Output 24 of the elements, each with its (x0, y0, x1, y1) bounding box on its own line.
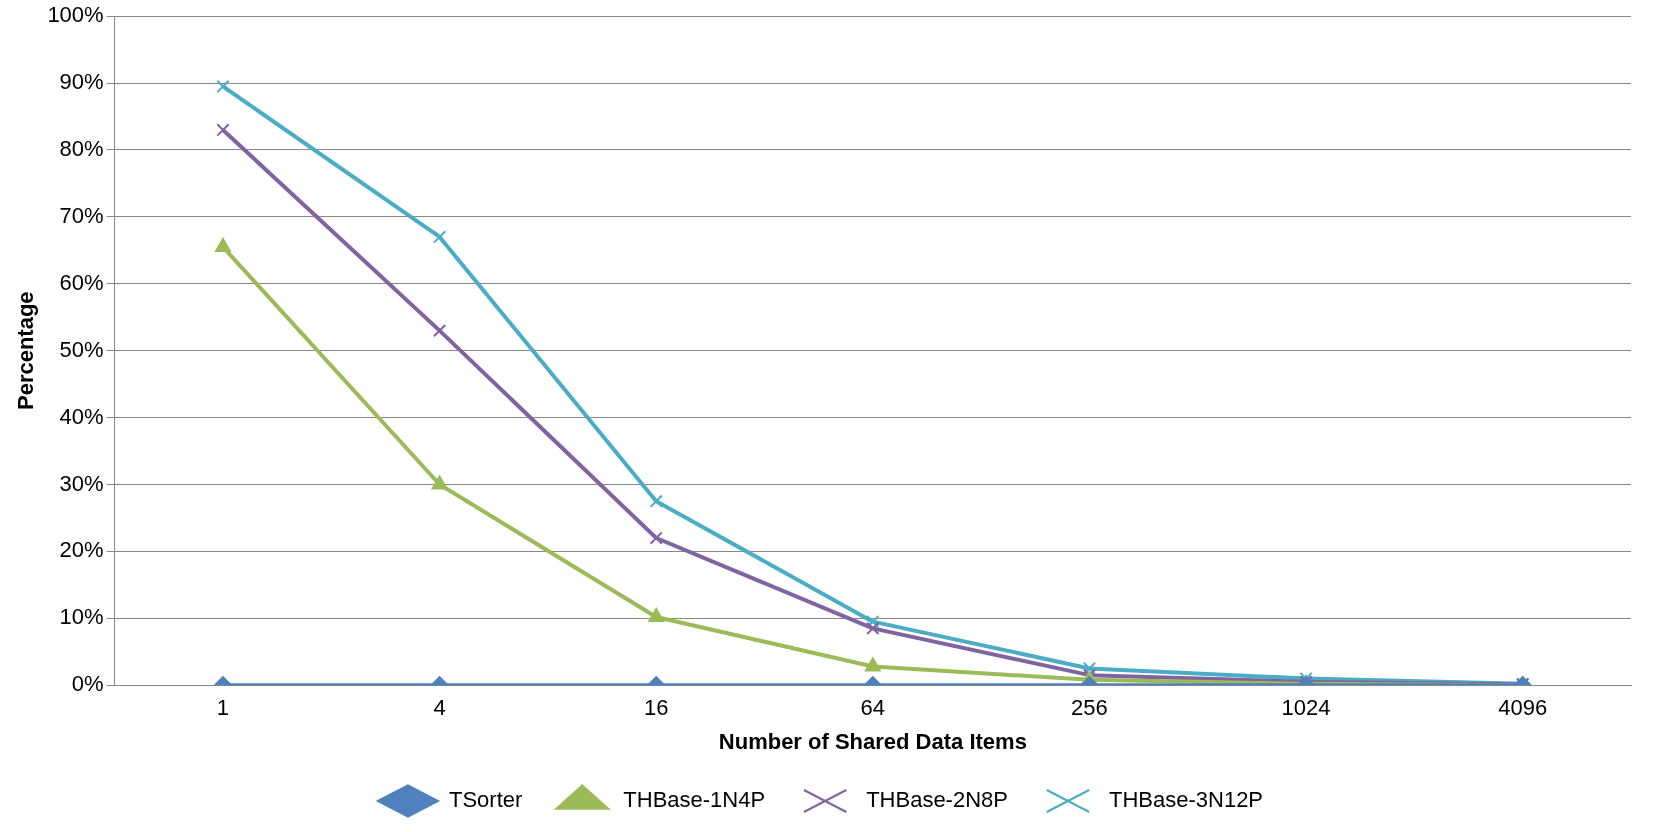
x-tick-label: 4096 (1498, 695, 1548, 721)
legend-label: THBase-2N8P (866, 787, 1008, 813)
x-tick-label: 256 (1071, 695, 1108, 721)
y-axis-title: Percentage (13, 291, 39, 411)
y-tick-label: 40% (59, 403, 104, 429)
x-tick-label: 1 (216, 695, 230, 721)
x-tick-label: 16 (643, 695, 669, 721)
legend-label: THBase-3N12P (1108, 787, 1264, 813)
legend-label: THBase-1N4P (623, 787, 766, 813)
y-tick-label: 30% (59, 470, 104, 496)
legend-label: TSorter (448, 787, 523, 813)
y-tick-label: 100% (47, 2, 104, 28)
y-tick-label: 70% (59, 202, 104, 228)
y-tick-label: 80% (59, 136, 104, 162)
y-tick-label: 20% (59, 537, 104, 563)
y-tick-label: 0% (71, 671, 104, 697)
x-tick-label: 64 (860, 695, 886, 721)
y-tick-label: 60% (59, 269, 104, 295)
x-tick-label: 1024 (1281, 695, 1331, 721)
x-axis-title: Number of Shared Data Items (718, 728, 1027, 754)
y-tick-label: 90% (59, 69, 104, 95)
x-tick-label: 4 (433, 695, 446, 721)
y-tick-label: 50% (59, 336, 104, 362)
y-tick-label: 10% (59, 604, 104, 630)
